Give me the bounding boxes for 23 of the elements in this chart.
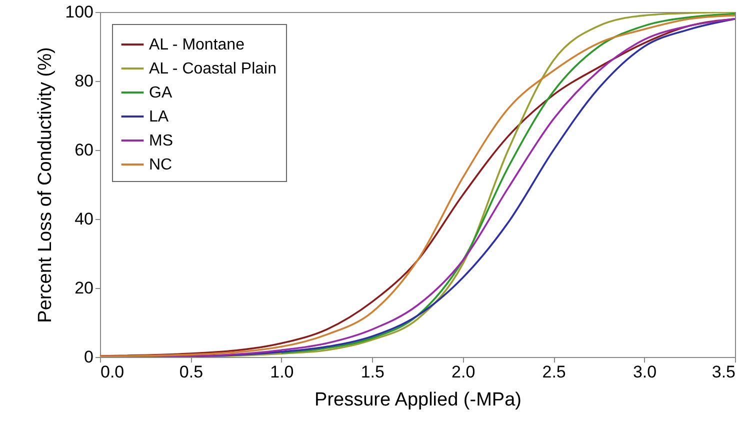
legend-label: AL - Coastal Plain [149,60,276,78]
legend-label: LA [149,108,169,126]
y-axis-title: Percent Loss of Conductivity (%) [35,47,56,323]
line-series [280,12,735,354]
x-tick-label: 1.0 [270,362,294,382]
y-tick-label: 20 [74,278,94,298]
legend-label: MS [149,132,173,150]
legend-label: AL - Montane [149,36,245,54]
x-tick-label: 3.5 [712,362,736,382]
x-tick-label: 2.0 [452,362,476,382]
y-tick-label: 0 [84,348,94,366]
legend-label: GA [149,84,172,102]
legend-label: NC [149,156,172,174]
x-tick-label: 0.0 [100,362,124,382]
y-tick-label: 80 [74,72,94,90]
y-tick-label: 100 [65,2,94,22]
x-tick-label: 2.5 [542,362,566,382]
x-axis-title: Pressure Applied (-MPa) [314,390,522,410]
x-tick-label: 1.5 [360,362,384,382]
x-tick-label: 3.0 [632,362,657,382]
y-tick-label: 40 [74,210,94,228]
x-tick-label: 0.5 [179,362,204,382]
y-tick-label: 60 [74,140,94,160]
